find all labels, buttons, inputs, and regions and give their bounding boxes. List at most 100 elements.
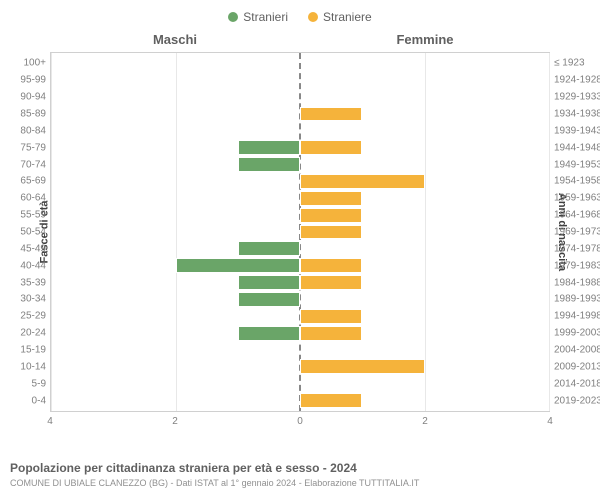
- age-label: 10-14: [6, 361, 51, 372]
- table-row: 55-591964-1968: [51, 207, 549, 224]
- birth-year-label: 1939-1943: [549, 125, 600, 136]
- age-label: 45-49: [6, 243, 51, 254]
- birth-year-label: 1989-1993: [549, 294, 600, 305]
- bar-right-container: [300, 207, 549, 224]
- table-row: 30-341989-1993: [51, 291, 549, 308]
- bar-area: [51, 375, 549, 392]
- age-label: 55-59: [6, 210, 51, 221]
- bar-left-container: [51, 72, 300, 89]
- bar-female: [300, 258, 362, 273]
- birth-year-label: 2014-2018: [549, 378, 600, 389]
- title-male: Maschi: [50, 32, 300, 50]
- bar-right-container: [300, 240, 549, 257]
- bar-left-container: [51, 156, 300, 173]
- bar-right-container: [300, 325, 549, 342]
- bar-right-container: [300, 190, 549, 207]
- bar-left-container: [51, 190, 300, 207]
- age-label: 30-34: [6, 294, 51, 305]
- age-label: 20-24: [6, 328, 51, 339]
- table-row: 25-291994-1998: [51, 308, 549, 325]
- bar-area: [51, 173, 549, 190]
- bar-area: [51, 55, 549, 72]
- bar-male: [238, 157, 300, 172]
- chart-rows: 100+≤ 192395-991924-192890-941929-193385…: [51, 55, 549, 409]
- bar-left-container: [51, 224, 300, 241]
- age-label: 100+: [6, 58, 51, 69]
- bar-area: [51, 342, 549, 359]
- bar-right-container: [300, 89, 549, 106]
- bar-left-container: [51, 173, 300, 190]
- age-label: 70-74: [6, 159, 51, 170]
- table-row: 65-691954-1958: [51, 173, 549, 190]
- birth-year-label: 1969-1973: [549, 227, 600, 238]
- bar-right-container: [300, 308, 549, 325]
- birth-year-label: 1924-1928: [549, 75, 600, 86]
- bar-area: [51, 89, 549, 106]
- bar-area: [51, 240, 549, 257]
- bar-male: [238, 241, 300, 256]
- birth-year-label: 1944-1948: [549, 142, 600, 153]
- table-row: 75-791944-1948: [51, 139, 549, 156]
- bar-right-container: [300, 106, 549, 123]
- table-row: 5-92014-2018: [51, 375, 549, 392]
- table-row: 15-192004-2008: [51, 342, 549, 359]
- table-row: 95-991924-1928: [51, 72, 549, 89]
- age-label: 0-4: [6, 395, 51, 406]
- bar-area: [51, 122, 549, 139]
- bar-left-container: [51, 375, 300, 392]
- bar-area: [51, 207, 549, 224]
- bar-left-container: [51, 55, 300, 72]
- bar-male: [238, 326, 300, 341]
- bar-left-container: [51, 358, 300, 375]
- bar-right-container: [300, 274, 549, 291]
- table-row: 20-241999-2003: [51, 325, 549, 342]
- age-label: 50-54: [6, 227, 51, 238]
- bar-right-container: [300, 291, 549, 308]
- bar-area: [51, 190, 549, 207]
- birth-year-label: 1934-1938: [549, 109, 600, 120]
- bar-left-container: [51, 325, 300, 342]
- age-label: 95-99: [6, 75, 51, 86]
- table-row: 85-891934-1938: [51, 106, 549, 123]
- bar-area: [51, 392, 549, 409]
- legend-label-female: Straniere: [323, 10, 372, 24]
- bar-female: [300, 107, 362, 122]
- bar-female: [300, 191, 362, 206]
- bar-left-container: [51, 257, 300, 274]
- bar-area: [51, 106, 549, 123]
- table-row: 40-441979-1983: [51, 257, 549, 274]
- bar-left-container: [51, 274, 300, 291]
- age-label: 5-9: [6, 378, 51, 389]
- bar-area: [51, 224, 549, 241]
- table-row: 100+≤ 1923: [51, 55, 549, 72]
- x-axis: 42024: [50, 416, 550, 436]
- bar-area: [51, 72, 549, 89]
- table-row: 0-42019-2023: [51, 392, 549, 409]
- table-row: 80-841939-1943: [51, 122, 549, 139]
- bar-female: [300, 140, 362, 155]
- bar-left-container: [51, 139, 300, 156]
- chart-legend: Stranieri Straniere: [50, 10, 550, 24]
- legend-label-male: Stranieri: [243, 10, 288, 24]
- bar-female: [300, 309, 362, 324]
- bar-right-container: [300, 55, 549, 72]
- column-titles: Maschi Femmine: [50, 32, 550, 50]
- birth-year-label: 1949-1953: [549, 159, 600, 170]
- bar-area: [51, 291, 549, 308]
- birth-year-label: 1984-1988: [549, 277, 600, 288]
- bar-area: [51, 308, 549, 325]
- bar-left-container: [51, 392, 300, 409]
- legend-item-female: Straniere: [308, 10, 372, 24]
- bar-left-container: [51, 240, 300, 257]
- x-axis-tick: 2: [422, 416, 428, 427]
- footer-subtitle: COMUNE DI UBIALE CLANEZZO (BG) - Dati IS…: [10, 478, 590, 488]
- footer-title: Popolazione per cittadinanza straniera p…: [10, 461, 590, 475]
- chart-area: Fasce di età Anni di nascita 100+≤ 19239…: [50, 52, 550, 412]
- birth-year-label: ≤ 1923: [549, 58, 600, 69]
- birth-year-label: 1929-1933: [549, 92, 600, 103]
- birth-year-label: 1964-1968: [549, 210, 600, 221]
- bar-left-container: [51, 106, 300, 123]
- bar-female: [300, 393, 362, 408]
- age-label: 15-19: [6, 345, 51, 356]
- bar-left-container: [51, 308, 300, 325]
